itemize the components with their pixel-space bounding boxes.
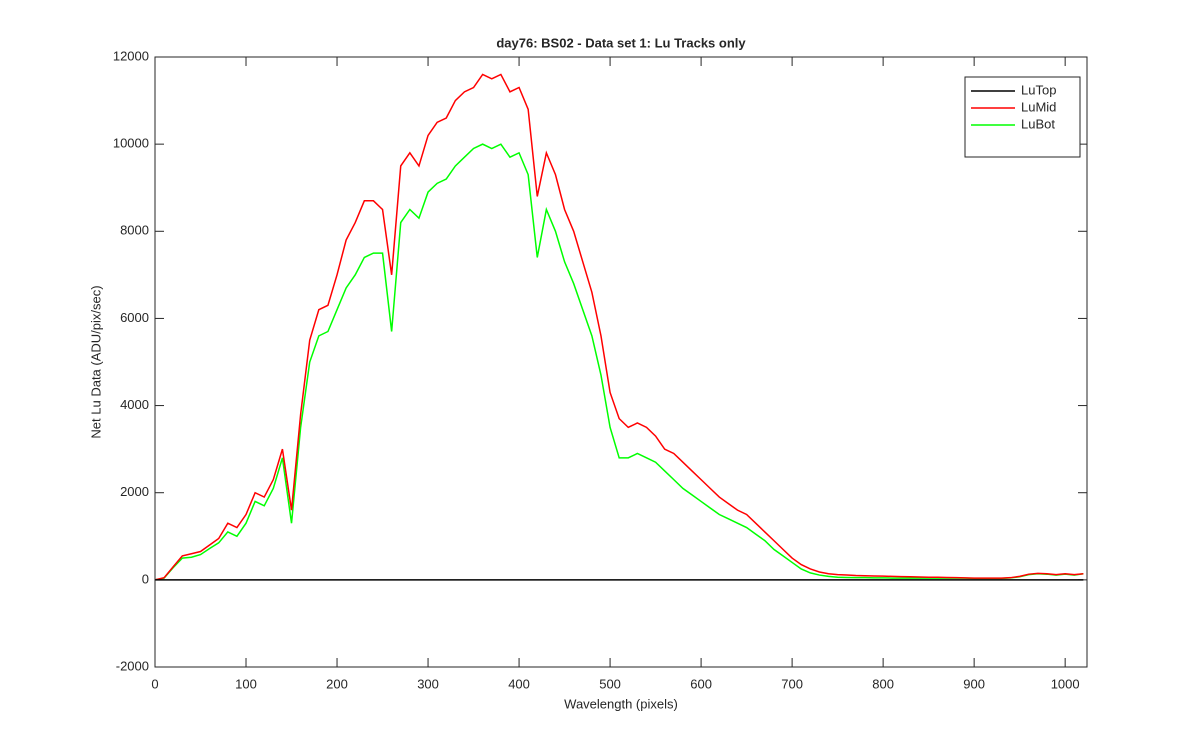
legend-label: LuTop xyxy=(1021,82,1056,97)
x-tick-label: 1000 xyxy=(1051,676,1080,691)
plot-area xyxy=(155,57,1087,667)
x-tick-label: 200 xyxy=(326,676,348,691)
chart-title: day76: BS02 - Data set 1: Lu Tracks only xyxy=(496,35,746,50)
y-tick-label: -2000 xyxy=(116,658,149,673)
y-tick-label: 12000 xyxy=(113,48,149,63)
x-tick-label: 700 xyxy=(781,676,803,691)
y-tick-label: 2000 xyxy=(120,484,149,499)
data-line xyxy=(154,143,1084,581)
y-tick-label: 6000 xyxy=(120,310,149,325)
y-axis-label: Net Lu Data (ADU/pix/sec) xyxy=(88,285,103,438)
y-tick-label: 0 xyxy=(142,571,149,586)
x-tick-label: 500 xyxy=(599,676,621,691)
x-tick-label: 900 xyxy=(963,676,985,691)
x-tick-label: 800 xyxy=(872,676,894,691)
y-tick-label: 8000 xyxy=(120,223,149,238)
x-tick-label: 300 xyxy=(417,676,439,691)
x-tick-label: 100 xyxy=(235,676,257,691)
y-tick-label: 10000 xyxy=(113,136,149,151)
x-tick-label: 400 xyxy=(508,676,530,691)
x-tick-label: 600 xyxy=(690,676,712,691)
legend-label: LuBot xyxy=(1021,116,1055,131)
x-tick-label: 0 xyxy=(151,676,158,691)
axes-box xyxy=(154,56,1088,668)
legend-label: LuMid xyxy=(1021,99,1056,114)
y-tick-label: 4000 xyxy=(120,397,149,412)
data-line xyxy=(154,73,1084,581)
x-axis-label: Wavelength (pixels) xyxy=(564,696,678,711)
